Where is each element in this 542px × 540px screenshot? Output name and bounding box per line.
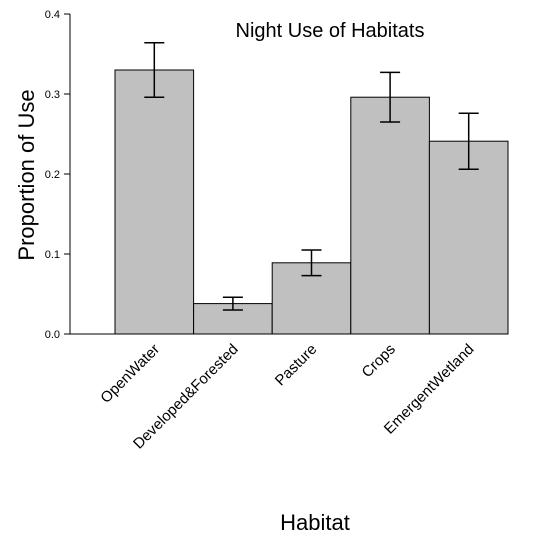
- chart-title: Night Use of Habitats: [236, 20, 425, 42]
- error-bar: [222, 296, 243, 311]
- bar: [350, 96, 430, 335]
- bar: [114, 69, 195, 335]
- error-bar: [380, 71, 401, 123]
- y-tick-label: 0.4: [45, 9, 60, 21]
- x-tick-label: Pasture: [272, 341, 321, 390]
- y-tick-label: 0.1: [45, 249, 60, 261]
- y-tick-label: 0.3: [45, 89, 60, 101]
- error-bar: [458, 112, 479, 170]
- y-axis-label: Proportion of Use: [14, 89, 39, 260]
- x-tick-label: Crops: [359, 341, 399, 381]
- y-tick-label: 0.2: [45, 169, 60, 181]
- y-tick-label: 0.0: [45, 329, 60, 341]
- x-tick-label: OpenWater: [97, 341, 163, 407]
- bar: [428, 140, 509, 335]
- error-bar: [144, 42, 165, 98]
- x-axis-label: Habitat: [280, 510, 350, 535]
- error-bar: [301, 249, 322, 277]
